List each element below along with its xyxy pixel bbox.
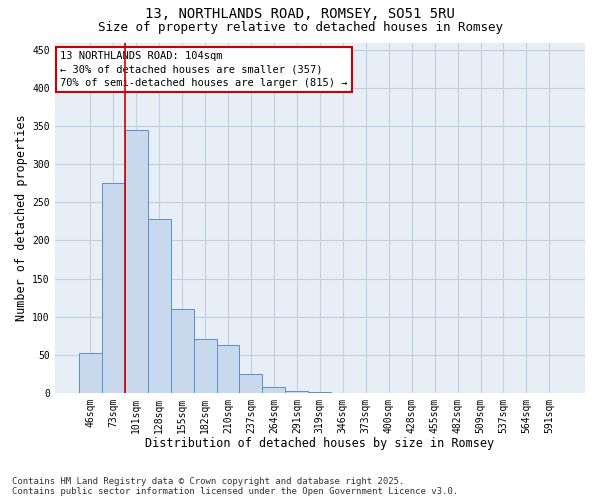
Text: Contains HM Land Registry data © Crown copyright and database right 2025.
Contai: Contains HM Land Registry data © Crown c… [12, 476, 458, 496]
Bar [217, 345, 239, 393]
X-axis label: Distribution of detached houses by size in Romsey: Distribution of detached houses by size … [145, 437, 494, 450]
Bar [194, 340, 217, 392]
Bar [170, 309, 194, 392]
Bar [286, 391, 308, 392]
Bar [262, 388, 286, 392]
Bar [79, 353, 102, 393]
Bar [148, 219, 170, 392]
Text: 13, NORTHLANDS ROAD, ROMSEY, SO51 5RU: 13, NORTHLANDS ROAD, ROMSEY, SO51 5RU [145, 8, 455, 22]
Text: Size of property relative to detached houses in Romsey: Size of property relative to detached ho… [97, 21, 503, 34]
Text: 13 NORTHLANDS ROAD: 104sqm
← 30% of detached houses are smaller (357)
70% of sem: 13 NORTHLANDS ROAD: 104sqm ← 30% of deta… [60, 52, 347, 88]
Bar [239, 374, 262, 392]
Bar [102, 184, 125, 392]
Y-axis label: Number of detached properties: Number of detached properties [15, 114, 28, 321]
Bar [125, 130, 148, 392]
